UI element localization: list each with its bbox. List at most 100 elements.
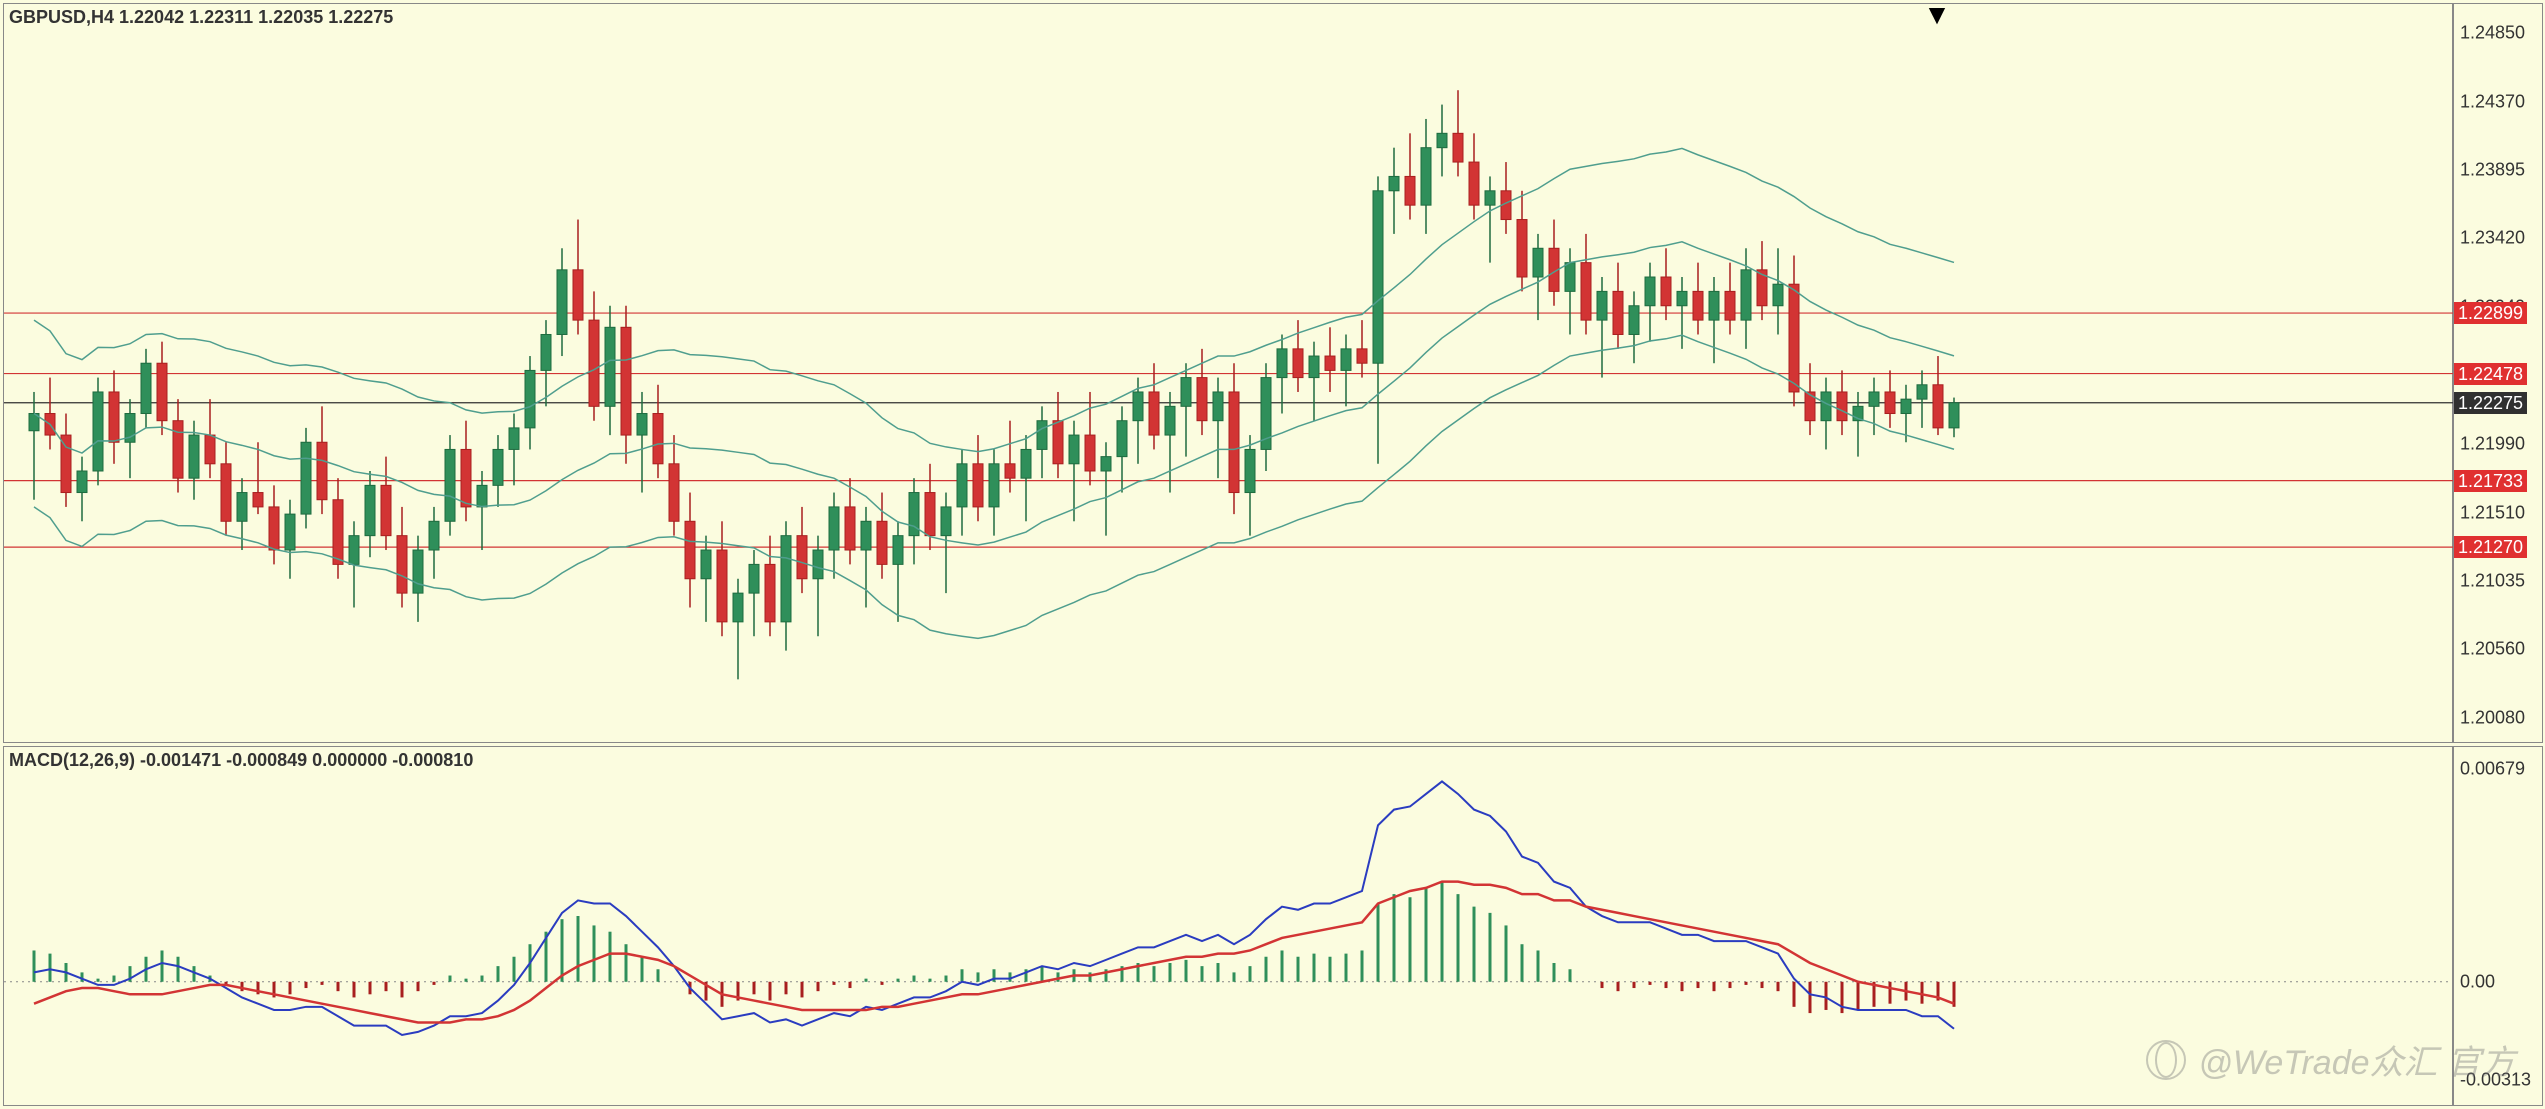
candle-body — [1085, 435, 1095, 471]
candle-body — [1789, 284, 1799, 392]
price-axis-tick: 1.21990 — [2460, 433, 2525, 454]
candle-body — [1709, 291, 1719, 320]
candle-body — [1677, 291, 1687, 305]
candle-body — [157, 363, 167, 420]
price-axis-tick: 1.23895 — [2460, 159, 2525, 180]
price-axis-tick: 1.20560 — [2460, 639, 2525, 660]
candle-body — [973, 464, 983, 507]
candle-body — [1869, 392, 1879, 406]
candle-body — [461, 449, 471, 506]
price-axis-tick: 1.21035 — [2460, 570, 2525, 591]
price-chart-panel[interactable] — [3, 3, 2453, 743]
candle-body — [1885, 392, 1895, 414]
price-chart-title: GBPUSD,H4 1.22042 1.22311 1.22035 1.2227… — [9, 7, 393, 28]
candle-body — [1133, 392, 1143, 421]
candle-body — [1293, 349, 1303, 378]
candle-body — [269, 507, 279, 550]
candle-body — [1421, 148, 1431, 205]
candle-body — [221, 464, 231, 521]
candle-body — [797, 536, 807, 579]
candle-body — [957, 464, 967, 507]
candle-body — [1453, 133, 1463, 162]
candle-body — [1901, 399, 1911, 413]
price-axis: 1.248501.243701.238951.234201.229401.219… — [2453, 3, 2543, 743]
candle-body — [253, 493, 263, 507]
candle-body — [749, 564, 759, 593]
candle-body — [589, 320, 599, 406]
candle-body — [1597, 291, 1607, 320]
candle-body — [557, 270, 567, 335]
candle-body — [173, 421, 183, 478]
level-price-tag: 1.22478 — [2454, 363, 2527, 385]
candle-body — [429, 521, 439, 550]
candle-body — [1181, 378, 1191, 407]
candle-body — [1101, 457, 1111, 471]
candle-body — [509, 428, 519, 450]
candle-body — [637, 414, 647, 436]
level-price-tag: 1.22899 — [2454, 302, 2527, 324]
candle-body — [653, 414, 663, 464]
candle-body — [1773, 284, 1783, 306]
candle-body — [541, 334, 551, 370]
macd-chart-title: MACD(12,26,9) -0.001471 -0.000849 0.0000… — [9, 750, 473, 771]
candle-body — [1517, 220, 1527, 277]
candle-body — [1917, 385, 1927, 399]
candle-body — [893, 536, 903, 565]
candle-body — [1645, 277, 1655, 306]
candle-body — [1005, 464, 1015, 478]
candle-body — [1533, 248, 1543, 277]
candle-body — [1373, 191, 1383, 363]
candle-body — [1949, 403, 1959, 428]
candle-body — [813, 550, 823, 579]
candle-body — [1837, 392, 1847, 421]
candle-body — [1437, 133, 1447, 147]
candle-body — [701, 550, 711, 579]
candle-body — [573, 270, 583, 320]
candle-body — [621, 327, 631, 435]
candle-body — [1933, 385, 1943, 428]
level-price-tag: 1.21733 — [2454, 470, 2527, 492]
macd-axis: 0.006790.00-0.00313 — [2453, 746, 2543, 1106]
macd-line — [34, 781, 1954, 1035]
candle-body — [1613, 291, 1623, 334]
current-price-tag: 1.22275 — [2454, 392, 2527, 414]
candle-body — [685, 521, 695, 578]
candle-body — [1581, 263, 1591, 320]
candle-body — [413, 550, 423, 593]
price-axis-tick: 1.21510 — [2460, 502, 2525, 523]
candle-body — [285, 514, 295, 550]
candle-body — [397, 536, 407, 593]
candle-body — [1821, 392, 1831, 421]
candle-body — [717, 550, 727, 622]
candle-body — [605, 327, 615, 406]
macd-axis-tick: 0.00679 — [2460, 759, 2525, 780]
candle-body — [1357, 349, 1367, 363]
candle-body — [1309, 356, 1319, 378]
price-axis-tick: 1.24850 — [2460, 22, 2525, 43]
candle-body — [925, 493, 935, 536]
candle-body — [1469, 162, 1479, 205]
candle-body — [1725, 291, 1735, 320]
candle-body — [861, 521, 871, 550]
candle-body — [93, 392, 103, 471]
candle-body — [1277, 349, 1287, 378]
candle-body — [205, 435, 215, 464]
macd-chart-panel[interactable] — [3, 746, 2453, 1106]
candle-body — [1037, 421, 1047, 450]
candle-body — [1661, 277, 1671, 306]
candle-body — [1741, 270, 1751, 320]
candle-body — [349, 536, 359, 565]
candle-body — [1117, 421, 1127, 457]
candle-body — [1229, 392, 1239, 493]
candle-body — [1069, 435, 1079, 464]
price-axis-tick: 1.20080 — [2460, 708, 2525, 729]
candle-body — [141, 363, 151, 413]
candle-body — [765, 564, 775, 621]
candle-body — [1165, 406, 1175, 435]
candle-body — [1149, 392, 1159, 435]
candle-body — [669, 464, 679, 521]
candle-body — [365, 485, 375, 535]
price-axis-tick: 1.23420 — [2460, 228, 2525, 249]
candle-body — [733, 593, 743, 622]
candle-body — [877, 521, 887, 564]
